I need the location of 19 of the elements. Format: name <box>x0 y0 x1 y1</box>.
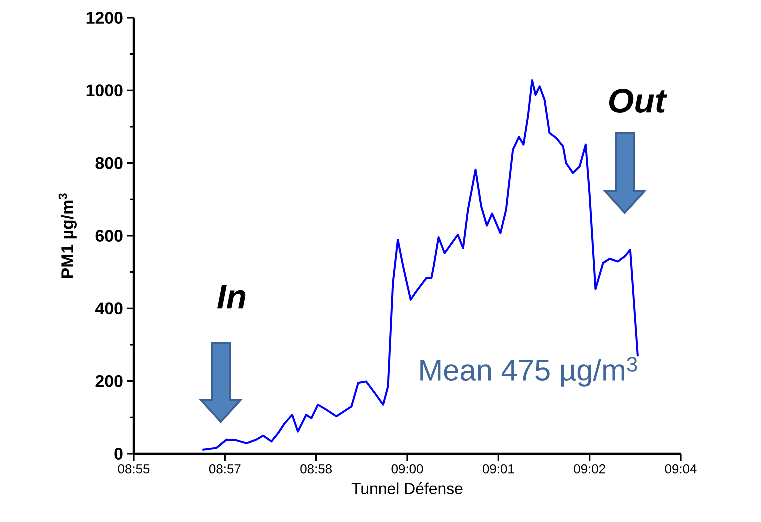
x-tick-label: 08:58 <box>300 464 332 474</box>
x-tick-label: 09:02 <box>574 464 606 474</box>
y-tick-label: 1200 <box>86 12 123 24</box>
x-tick-label: 09:00 <box>392 464 424 474</box>
y-tick-label: 1000 <box>86 84 123 97</box>
y-tick-label: 0 <box>114 448 123 460</box>
x-tick-label: 08:57 <box>209 464 241 474</box>
annotation: In <box>218 285 246 309</box>
x-tick-label: 08:55 <box>118 464 150 474</box>
y-tick-label: 800 <box>96 157 123 170</box>
x-tick-label: 09:01 <box>482 464 514 474</box>
x-axis-title: Tunnel Défense <box>352 482 463 494</box>
annotation: Out <box>609 89 668 113</box>
y-tick-label: 400 <box>95 302 123 315</box>
text: PM1 µg/m$^{3}$ <box>58 194 77 278</box>
x-tick-label: 09:04 <box>665 464 697 474</box>
y-tick-label: 200 <box>96 375 123 388</box>
y-tick-label: 600 <box>96 230 123 242</box>
annotation: Mean 475 µg/m$^{3}$ <box>420 357 638 387</box>
